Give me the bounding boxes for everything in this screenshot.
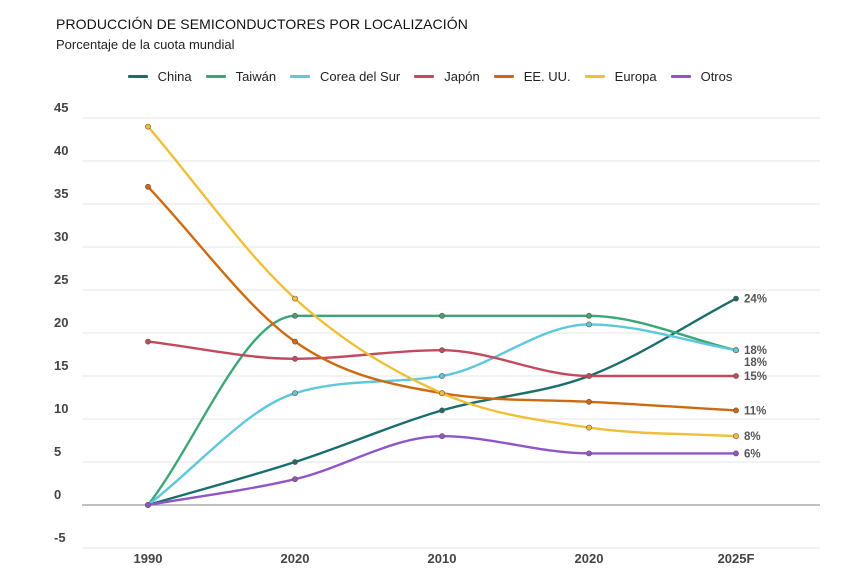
legend-swatch-china [127, 75, 148, 78]
y-tick-label: 15 [54, 358, 68, 373]
legend-label-otros: Otros [700, 69, 733, 84]
series-line-otros [146, 434, 738, 507]
y-tick-label: 35 [54, 186, 68, 201]
data-point-corea-del-sur [292, 390, 298, 397]
data-point-otros [733, 450, 739, 457]
data-point-japon [733, 373, 739, 379]
data-point-otros [586, 450, 592, 457]
data-point-otros [292, 476, 298, 483]
data-point-japon [586, 373, 592, 379]
legend-label-taiwan: Taiwán [235, 69, 277, 84]
y-tick-label: 5 [54, 444, 61, 459]
data-point-china [292, 459, 298, 465]
y-tick-label: 30 [54, 229, 68, 244]
data-point-otros [145, 502, 151, 508]
data-point-europa [292, 295, 298, 302]
x-tick-label: 2025F [718, 551, 755, 566]
x-tick-label: 2020 [281, 551, 310, 566]
legend-item-taiwan[interactable]: Taiwán [205, 69, 277, 84]
legend-item-europa[interactable]: Europa [584, 69, 657, 84]
legend-swatch-taiwan [205, 75, 226, 78]
data-point-china [733, 295, 739, 302]
data-point-corea-del-sur [733, 347, 739, 354]
series-line-taiwan [146, 314, 738, 507]
legend-item-corea[interactable]: Corea del Sur [290, 69, 400, 84]
series-line-europa [146, 125, 738, 438]
legend-swatch-corea [290, 75, 311, 78]
data-point-japon [145, 338, 151, 345]
data-point-corea-del-sur [586, 321, 592, 328]
data-point-ee-uu [145, 183, 151, 190]
end-label-corea-del-sur: 18% [744, 357, 767, 369]
series-line-china [146, 297, 738, 507]
end-label-china: 24% [744, 294, 767, 306]
end-label-ee-uu: 11% [744, 405, 766, 417]
legend-swatch-europa [584, 75, 605, 78]
y-tick-label: 20 [54, 315, 68, 330]
chart-subtitle: Porcentaje de la cuota mundial [56, 37, 235, 52]
legend-swatch-otros [670, 75, 691, 78]
end-label-taiwan: 18% [744, 345, 767, 357]
y-tick-label: 25 [54, 272, 68, 287]
legend-label-china: China [157, 69, 192, 84]
end-label-europa: 8% [744, 431, 761, 443]
legend-item-otros[interactable]: Otros [670, 69, 733, 84]
data-point-otros [439, 433, 445, 440]
data-point-taiwan [292, 312, 298, 319]
legend-item-eeuu[interactable]: EE. UU. [493, 69, 571, 84]
legend-swatch-eeuu [493, 75, 514, 78]
data-point-japon [292, 355, 298, 362]
data-point-taiwan [586, 312, 592, 319]
legend-label-japon: Japón [444, 69, 480, 84]
legend-label-europa: Europa [614, 69, 657, 84]
data-point-europa [733, 433, 739, 440]
x-tick-label: 2020 [575, 551, 604, 566]
legend-item-japon[interactable]: Japón [414, 69, 480, 84]
data-point-ee-uu [586, 398, 592, 405]
y-tick-label: 0 [54, 487, 61, 502]
chart-title: PRODUCCIÓN DE SEMICONDUCTORES POR LOCALI… [56, 16, 468, 32]
data-point-ee-uu [292, 338, 298, 345]
end-label-otros: 6% [744, 448, 761, 460]
y-tick-label: 40 [54, 143, 68, 158]
x-tick-label: 1990 [134, 551, 163, 566]
data-point-europa [439, 390, 445, 397]
y-tick-label: 10 [54, 401, 68, 416]
legend: China Taiwán Corea del Sur Japón EE. UU.… [0, 69, 860, 84]
legend-label-corea: Corea del Sur [320, 69, 401, 84]
data-point-taiwan [439, 312, 445, 319]
data-point-corea-del-sur [439, 373, 445, 379]
y-tick-label: 45 [54, 100, 68, 115]
end-label-japon: 15% [744, 371, 767, 383]
data-point-ee-uu [733, 407, 739, 414]
data-point-japon [439, 347, 445, 354]
legend-label-eeuu: EE. UU. [523, 69, 571, 84]
data-point-europa [145, 123, 151, 130]
legend-swatch-japon [414, 75, 435, 78]
data-point-china [439, 407, 445, 414]
x-tick-label: 2010 [428, 551, 457, 566]
data-point-europa [586, 424, 592, 431]
y-tick-label: -5 [54, 530, 66, 545]
legend-item-china[interactable]: China [127, 69, 192, 84]
